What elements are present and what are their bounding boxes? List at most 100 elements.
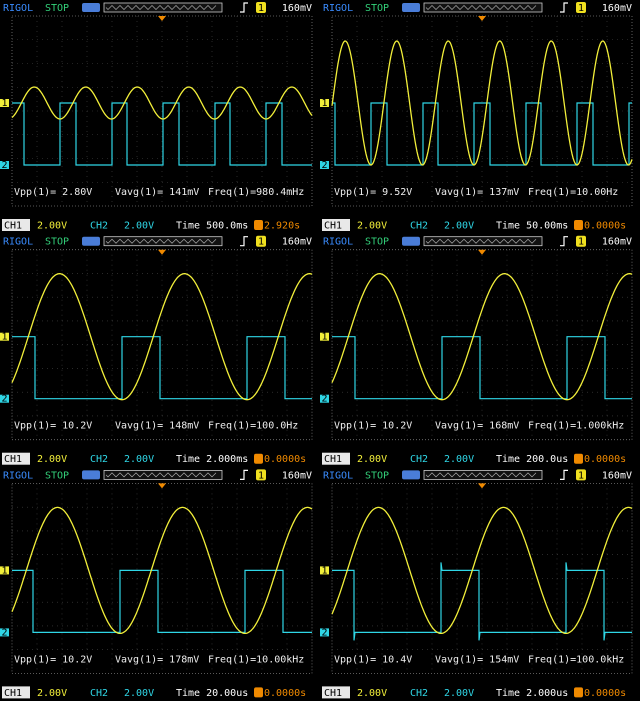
trigger-marker <box>478 249 486 255</box>
ch2-scale: 2.00V <box>444 454 474 465</box>
ch2-scale: 2.00V <box>444 688 474 699</box>
ch2-waveform <box>12 336 312 400</box>
ch1-marker: 1 <box>1 98 7 109</box>
measurement: Freq(1)=100.0kHz <box>528 654 624 665</box>
timebase: Time 20.00us <box>176 688 248 699</box>
ch1-marker: 1 <box>1 332 7 343</box>
trigger-source-box <box>256 469 266 481</box>
measurement: Vpp(1)= 2.80V <box>14 187 92 198</box>
ch1-marker-box <box>0 332 9 341</box>
timeline-wave <box>105 472 217 478</box>
measurement: Freq(1)=10.00kHz <box>208 654 304 665</box>
ch1-label: CH1 <box>324 688 342 699</box>
ch2-waveform <box>332 102 632 166</box>
timeline-wave <box>105 238 217 244</box>
scope-panel: RIGOL STOP 1 160mV 1 2 Vpp(1)= 10.2V Vavg(1)= 1… <box>0 233 318 465</box>
trigger-offset: 0.0000s <box>264 688 306 699</box>
measurement: Vavg(1)= 168mV <box>435 421 519 432</box>
edge-icon <box>240 2 248 13</box>
trigger-offset: 0.0000s <box>584 221 626 232</box>
trigger-source: 1 <box>578 3 584 14</box>
measurement: Vpp(1)= 10.4V <box>334 654 412 665</box>
timeline-wave <box>105 5 217 10</box>
timeline-bar <box>423 236 543 247</box>
measurement: Vavg(1)= 141mV <box>115 187 199 198</box>
measurement: Freq(1)=10.00Hz <box>528 187 618 198</box>
measurement: Vavg(1)= 137mV <box>435 187 519 198</box>
edge-icon <box>560 2 568 13</box>
ch2-marker-box <box>320 161 329 169</box>
ch2-label: CH2 <box>90 221 108 232</box>
memory-icon <box>82 3 100 12</box>
ch1-label-box <box>2 452 30 465</box>
trigger-source: 1 <box>258 3 264 14</box>
measurement: Vavg(1)= 148mV <box>115 421 199 432</box>
ch2-waveform <box>332 336 632 400</box>
timeline-bar <box>103 469 223 480</box>
trigger-level: 160mV <box>282 237 312 248</box>
ch1-label-box <box>2 219 30 231</box>
brand: RIGOL <box>3 3 33 14</box>
timebase: Time 2.000ms <box>176 454 248 465</box>
trigger-source-box <box>576 2 586 13</box>
trigger-offset: 0.0000s <box>584 454 626 465</box>
brand: RIGOL <box>3 237 33 248</box>
ch2-scale: 2.00V <box>124 688 154 699</box>
ch2-label: CH2 <box>410 221 428 232</box>
scope-panel: RIGOL STOP 1 160mV 1 2 Vpp(1)= 10.2V Vavg(1)= 1… <box>320 233 638 465</box>
run-status: STOP <box>45 470 69 481</box>
measurement: Freq(1)=100.0Hz <box>208 421 298 432</box>
ch2-scale: 2.00V <box>444 221 474 232</box>
measurement: Vpp(1)= 10.2V <box>334 421 412 432</box>
ch1-waveform <box>331 273 633 401</box>
ch1-label: CH1 <box>324 221 342 232</box>
ch2-marker: 2 <box>1 627 7 638</box>
trigger-offset-icon <box>254 687 263 698</box>
trigger-source-box <box>576 469 586 481</box>
timeline-bar <box>423 2 543 13</box>
timebase: Time 200.0us <box>496 454 568 465</box>
ch1-label: CH1 <box>4 688 22 699</box>
trigger-offset-icon <box>574 687 583 698</box>
timeline-bar <box>103 2 223 13</box>
measurement: Freq(1)=1.000kHz <box>528 421 624 432</box>
timeline-bar <box>103 236 223 247</box>
ch2-marker-box <box>0 394 9 403</box>
trigger-level: 160mV <box>282 470 312 481</box>
ch1-label: CH1 <box>4 221 22 232</box>
ch2-marker-box <box>320 394 329 403</box>
ch1-label: CH1 <box>4 454 22 465</box>
ch1-label-box <box>2 686 30 699</box>
edge-icon <box>240 469 248 480</box>
trigger-source: 1 <box>578 470 584 481</box>
scope-panel: RIGOL STOP 1 160mV 1 2 Vpp(1)= 10.2V Vavg(1)= 1… <box>0 467 318 699</box>
ch1-marker-box <box>320 99 329 107</box>
edge-icon <box>240 236 248 247</box>
ch1-marker-box <box>320 566 329 575</box>
trigger-offset-icon <box>254 453 263 464</box>
ch1-marker-box <box>320 332 329 341</box>
ch1-scale: 2.00V <box>357 688 387 699</box>
ch1-marker-box <box>0 99 9 107</box>
timeline-wave <box>425 5 537 10</box>
trigger-offset-icon <box>574 220 583 230</box>
brand: RIGOL <box>3 470 33 481</box>
timebase: Time 500.0ms <box>176 221 248 232</box>
edge-icon <box>560 469 568 480</box>
brand: RIGOL <box>323 3 353 14</box>
scope-panel: RIGOL STOP 1 160mV 1 2 Vpp(1)= 10.4V Vavg(1)= 1… <box>320 467 638 699</box>
edge-icon <box>560 236 568 247</box>
timeline-wave <box>425 472 537 478</box>
timeline-bar <box>423 469 543 480</box>
ch1-marker-box <box>0 566 9 575</box>
memory-icon <box>402 3 420 12</box>
run-status: STOP <box>45 237 69 248</box>
measurement: Freq(1)=980.4mHz <box>208 187 304 198</box>
run-status: STOP <box>45 3 69 14</box>
trigger-level: 160mV <box>602 3 632 14</box>
trigger-marker <box>158 483 166 489</box>
trigger-marker <box>158 16 166 21</box>
measurement: Vavg(1)= 154mV <box>435 654 519 665</box>
trigger-source-box <box>576 235 586 247</box>
